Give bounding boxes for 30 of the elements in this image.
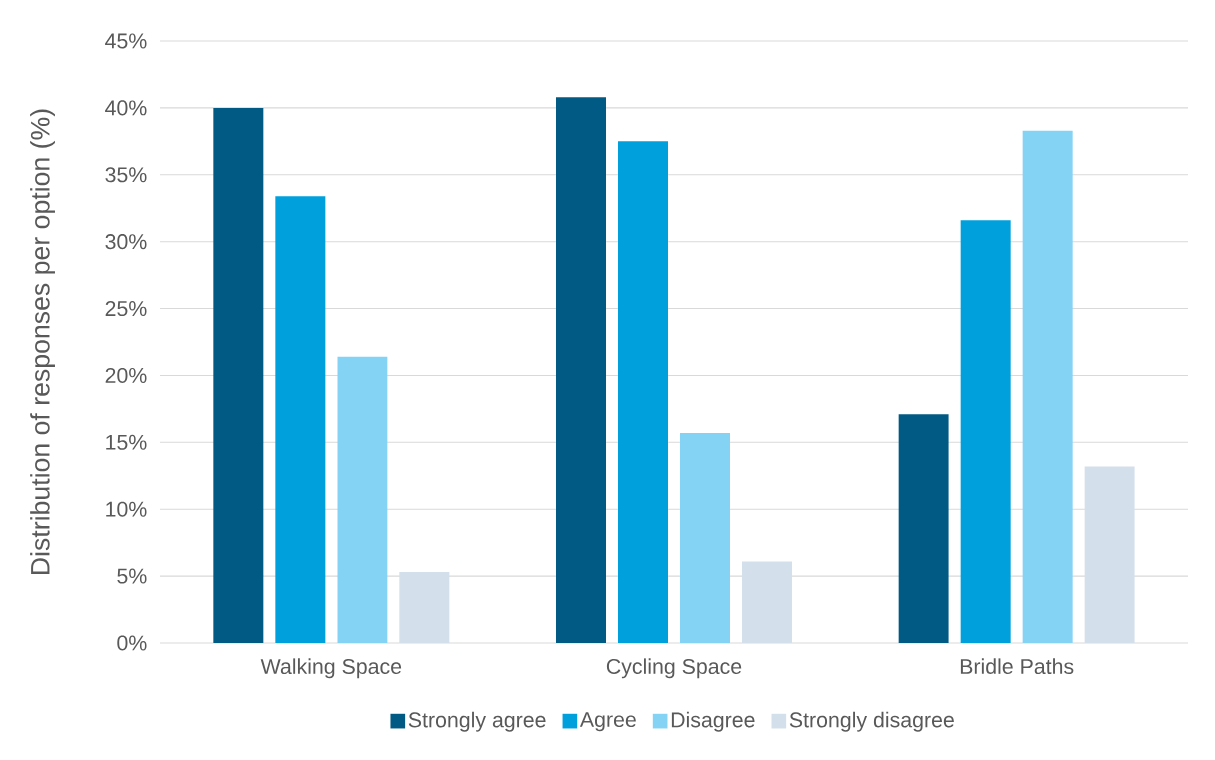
y-tick-label: 25% bbox=[105, 301, 147, 317]
bar bbox=[399, 572, 450, 643]
y-tick-label: 45% bbox=[105, 33, 147, 49]
bar bbox=[898, 414, 949, 643]
bar bbox=[556, 97, 606, 643]
legend-label: Disagree bbox=[671, 711, 755, 732]
y-tick-label: 0% bbox=[117, 635, 147, 651]
bar bbox=[1022, 130, 1073, 643]
bar bbox=[618, 141, 668, 643]
bar bbox=[337, 356, 388, 643]
y-tick-label: 40% bbox=[105, 100, 147, 116]
x-tick-label: Bridle Paths bbox=[960, 658, 1074, 675]
y-tick-label: 15% bbox=[106, 434, 147, 450]
y-tick-label: 10% bbox=[106, 501, 147, 517]
bar bbox=[960, 220, 1011, 643]
bar bbox=[275, 196, 326, 643]
x-tick-label: Cycling Space bbox=[606, 658, 742, 679]
legend-label: Strongly disagree bbox=[789, 711, 954, 732]
y-axis-title: Distribution of responses per option (%) bbox=[30, 109, 55, 574]
legend-label: Agree bbox=[579, 712, 636, 732]
y-tick-label: 30% bbox=[105, 234, 147, 250]
bar bbox=[742, 561, 792, 643]
bar bbox=[680, 432, 730, 643]
bar bbox=[1084, 466, 1135, 643]
y-tick-label: 35% bbox=[105, 167, 147, 183]
y-tick-label: 20% bbox=[105, 367, 147, 383]
y-tick-label: 5% bbox=[117, 568, 147, 584]
bar bbox=[213, 107, 264, 643]
x-tick-label: Walking Space bbox=[260, 658, 402, 679]
legend-label: Strongly agree bbox=[408, 711, 546, 732]
